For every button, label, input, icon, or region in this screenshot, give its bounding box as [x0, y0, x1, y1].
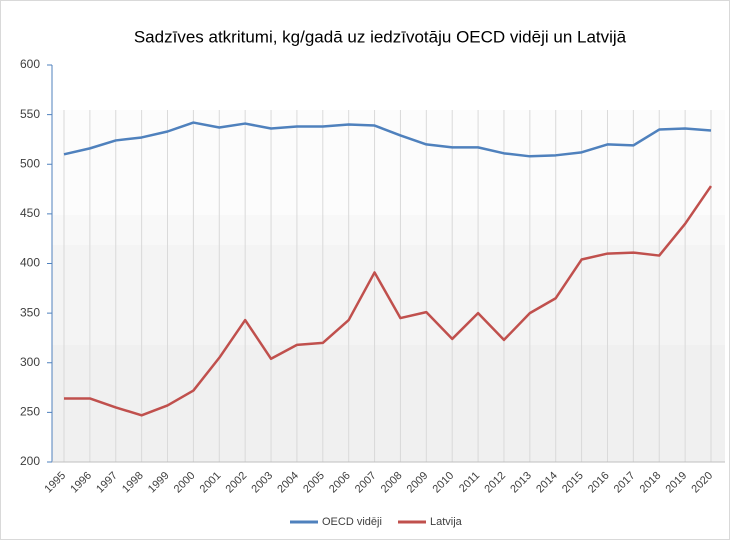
legend-label: OECD vidēji: [322, 516, 382, 528]
line-series: [64, 185, 713, 417]
y-tick-label: 450: [20, 206, 40, 220]
band: [52, 110, 725, 215]
y-tick-label: 400: [20, 256, 40, 270]
y-tick-label: 550: [20, 107, 40, 121]
band: [52, 215, 725, 245]
y-tick-label: 300: [20, 355, 40, 369]
y-tick-label: 350: [20, 305, 40, 319]
line-series: [63, 121, 712, 158]
y-tick-label: 250: [20, 405, 40, 419]
band: [52, 345, 725, 462]
y-tick-label: 200: [20, 454, 40, 468]
y-tick-label: 600: [20, 57, 40, 71]
legend-label: Latvija: [430, 516, 463, 528]
chart-title: Sadzīves atkritumi, kg/gadā uz iedzīvotā…: [134, 27, 627, 46]
y-tick-label: 500: [20, 156, 40, 170]
